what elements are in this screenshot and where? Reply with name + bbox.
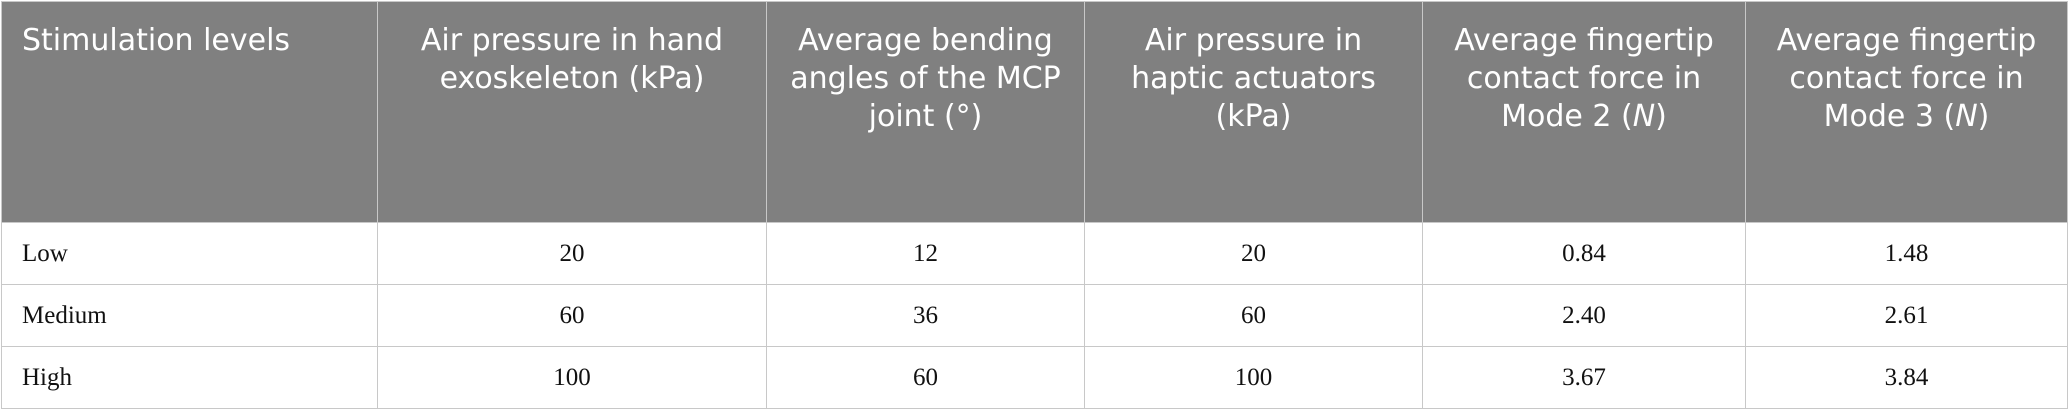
table-cell: 36 <box>766 284 1085 347</box>
table-cell: 2.61 <box>1745 284 2068 347</box>
table-cell: 3.84 <box>1745 346 2068 409</box>
header-text: Air pressure in hand exoskeleton (kPa) <box>420 23 724 96</box>
table-cell: 20 <box>1084 222 1423 285</box>
header-text: N <box>1955 99 1978 134</box>
header-text: Average fingertip contact force in Mode … <box>1776 23 2037 134</box>
header-text: Average bending angles of the MCP joint … <box>790 23 1061 134</box>
table-cell: 3.67 <box>1422 346 1746 409</box>
header-text: ) <box>1655 99 1667 134</box>
table-cell: Medium <box>1 284 378 347</box>
table-cell: 12 <box>766 222 1085 285</box>
table-cell: 60 <box>377 284 767 347</box>
header-text: Air pressure in haptic actuators (kPa) <box>1131 23 1376 134</box>
table-row: Medium 60 36 60 2.40 2.61 <box>1 284 2068 347</box>
header-row: Stimulation levels Air pressure in hand e… <box>1 1 2068 223</box>
table-cell: 60 <box>766 346 1085 409</box>
table-cell: 20 <box>377 222 767 285</box>
header-cell: Air pressure in hand exoskeleton (kPa) <box>377 1 767 223</box>
header-cell: Air pressure in haptic actuators (kPa) <box>1084 1 1423 223</box>
table-cell: 2.40 <box>1422 284 1746 347</box>
header-text: N <box>1632 99 1656 134</box>
table-cell: Low <box>1 222 378 285</box>
table-cell: 60 <box>1084 284 1423 347</box>
header-text: Stimulation levels <box>22 23 291 58</box>
header-text: Average fingertip contact force in Mode … <box>1454 23 1714 134</box>
table-cell: 100 <box>1084 346 1423 409</box>
table-body: Low 20 12 20 0.84 1.48 Medium 60 36 60 2.40 2.61 Hig… <box>1 222 2068 409</box>
table-cell: 0.84 <box>1422 222 1746 285</box>
header-cell: Average fingertip contact force in Mode … <box>1745 1 2068 223</box>
header-cell: Average bending angles of the MCP joint … <box>766 1 1085 223</box>
table-cell: 100 <box>377 346 767 409</box>
table-row: Low 20 12 20 0.84 1.48 <box>1 222 2068 285</box>
header-text: ) <box>1977 99 1990 134</box>
table-cell: High <box>1 346 378 409</box>
table-row: High 100 60 100 3.67 3.84 <box>1 346 2068 409</box>
header-cell: Average fingertip contact force in Mode … <box>1422 1 1746 223</box>
table-cell: 1.48 <box>1745 222 2068 285</box>
header-cell: Stimulation levels <box>1 1 378 223</box>
